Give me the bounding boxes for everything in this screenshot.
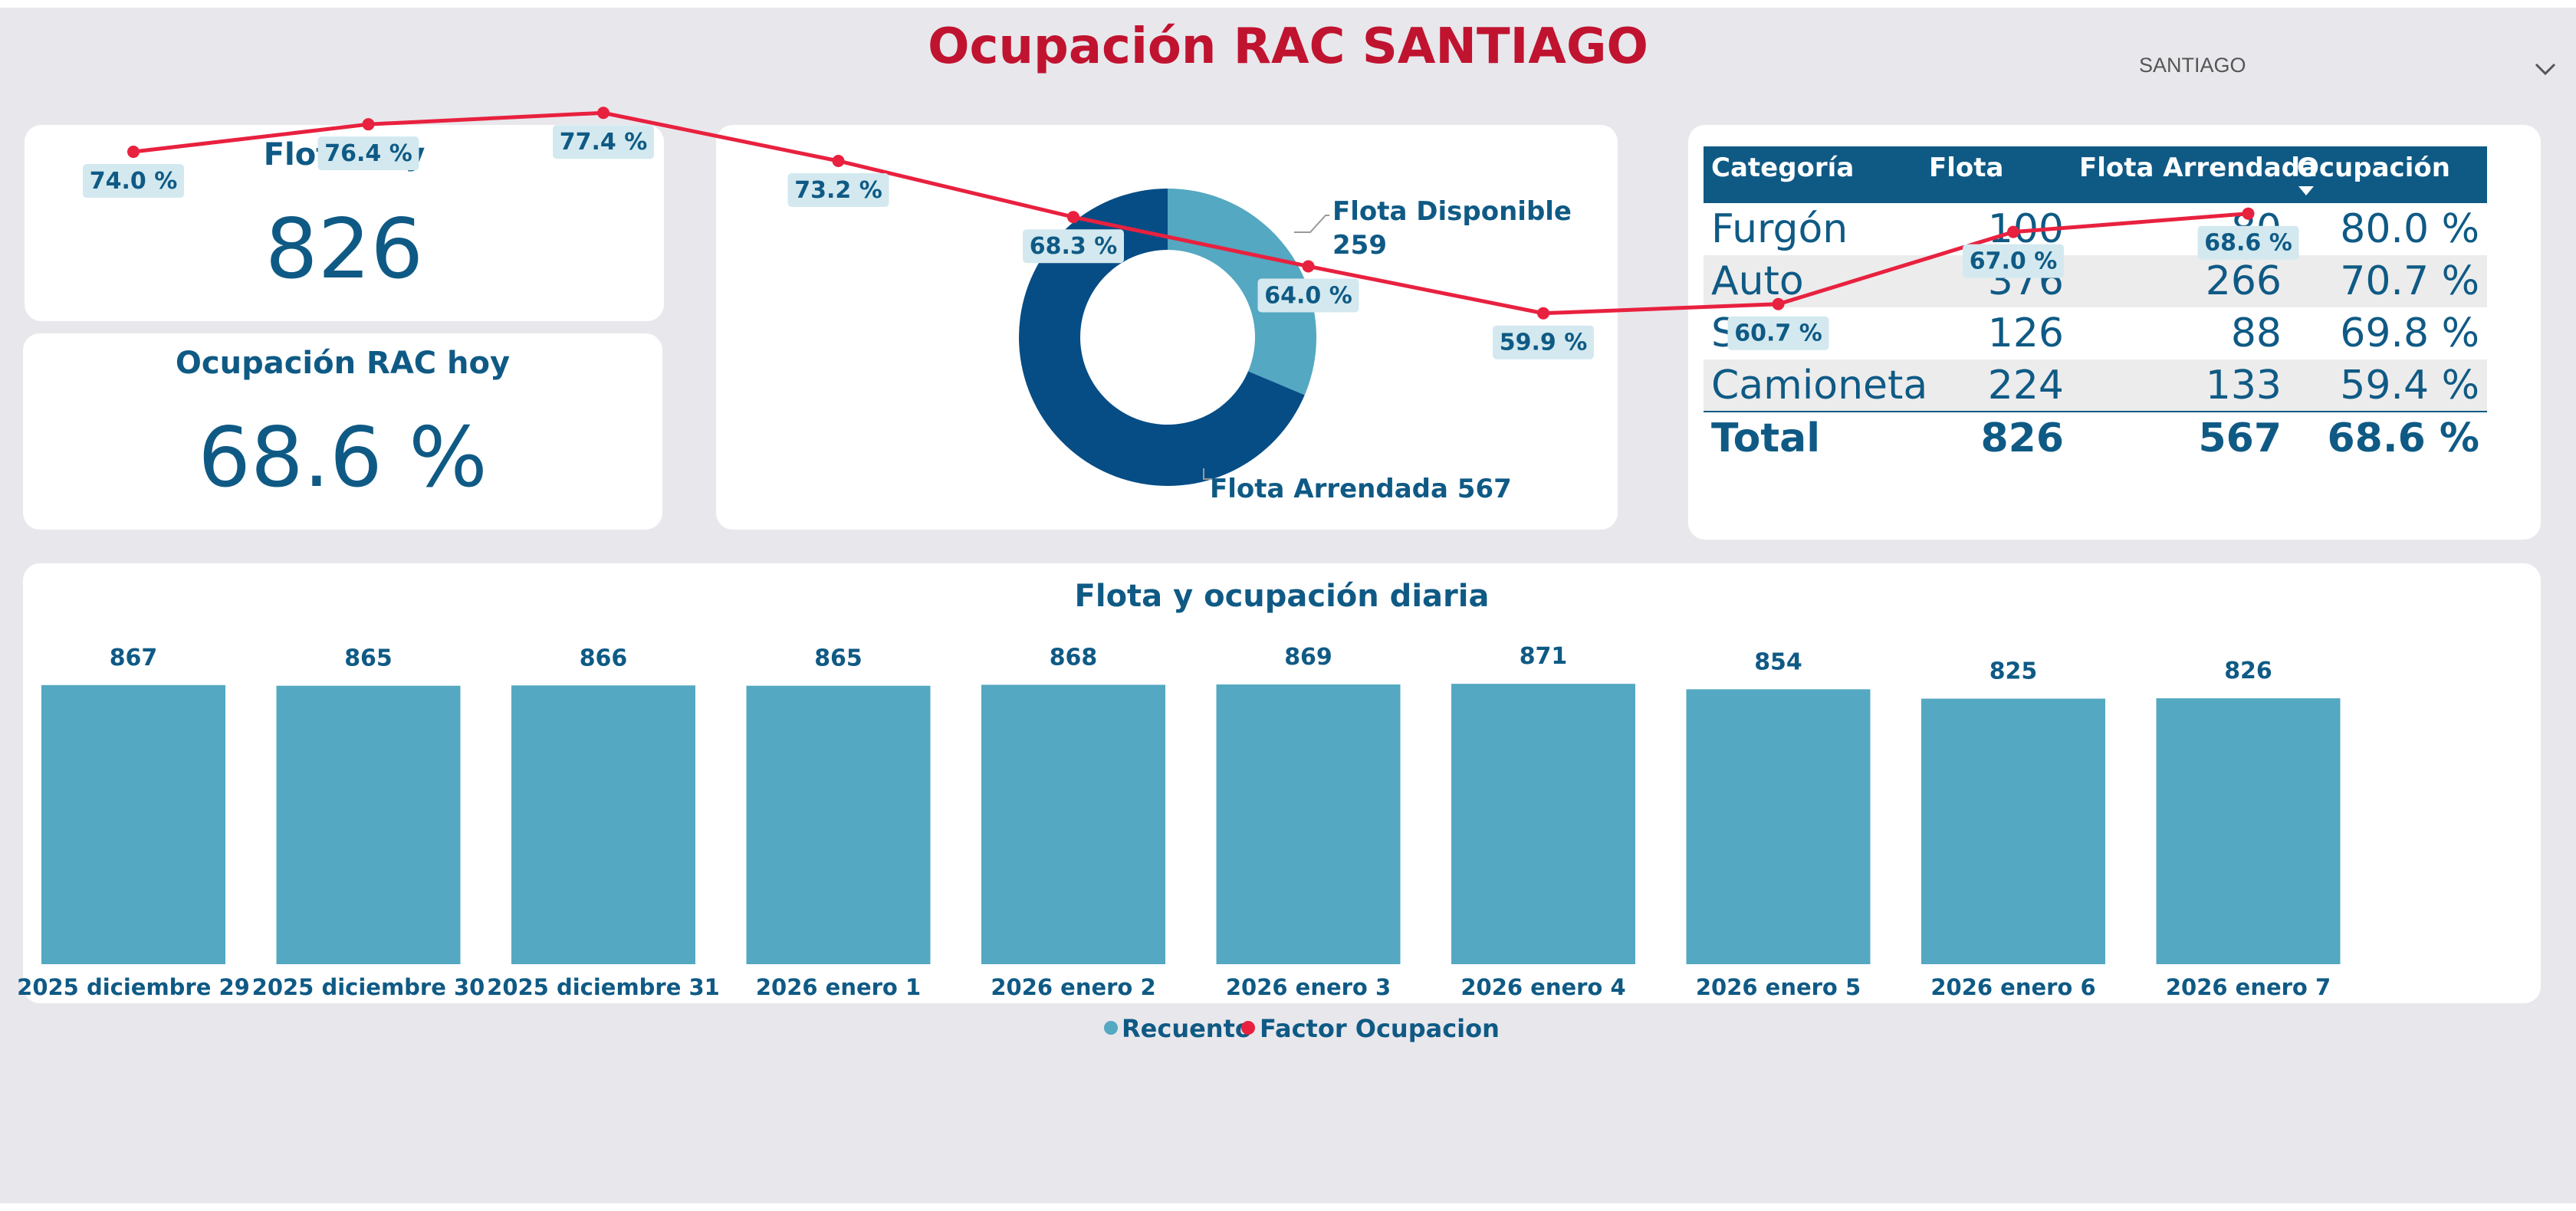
slicer-value: SANTIAGO [2139,54,2246,77]
donut-label-arrendada: Flota Arrendada 567 [1210,474,1512,504]
cell-flota: 100 [1987,206,2064,252]
cell-categoria: Furgón [1711,206,1848,252]
chevron-down-icon[interactable] [2530,54,2561,84]
donut-chart: Flota Disponible 259 Flota Arrendada 567 [1018,189,1572,504]
table-total-row: Total 826 567 68.6 % [1704,412,2487,464]
kpi-value: 826 [264,202,424,297]
cell-flota: 376 [1987,258,2064,304]
cell-categoria: SUV [1711,310,1793,356]
donut-label-disponible: Flota Disponible [1332,196,1572,227]
cell-ocupacion: 69.8 % [2340,310,2479,356]
col-header-flota-arrendada[interactable]: Flota Arrendada [2079,153,2318,183]
cell-total-ocupacion: 68.6 % [2327,415,2479,461]
cell-flota-arrendada: 80 [2230,206,2282,252]
cell-total-label: Total [1711,415,1821,461]
daily-chart-card: Flota y ocupación diaria [23,563,2541,1003]
cell-flota-arrendada: 88 [2230,310,2282,356]
cell-flota-arrendada: 266 [2205,258,2282,304]
legend-recuento-marker [1104,1021,1118,1035]
kpi-title: Flota hoy [263,137,426,172]
cell-ocupacion: 80.0 % [2340,206,2479,252]
donut-card: Flota Disponible 259 Flota Arrendada 567 [716,125,1618,530]
cell-categoria: Camioneta [1711,363,1928,409]
cell-ocupacion: 70.7 % [2340,258,2479,304]
cell-categoria: Auto [1711,258,1804,304]
col-header-flota[interactable]: Flota [1929,153,2004,183]
col-header-ocupacion[interactable]: Ocupación [2297,153,2450,183]
table-row: Auto 376 266 70.7 % [1704,255,2487,307]
page-title: Ocupación RAC SANTIAGO [928,18,1648,75]
legend-factor-marker [1241,1021,1255,1035]
kpi-card-flota-hoy: Flota hoy 826 [25,125,664,321]
donut-slice-disponible[interactable] [1168,189,1316,395]
table-row: SUV 126 88 69.8 % [1704,307,2487,359]
cell-ocupacion: 59.4 % [2340,363,2479,409]
table-header: Categoría Flota Flota Arrendada Ocupació… [1704,146,2487,203]
line-point-factor-ocupacion[interactable] [597,107,610,120]
chart-title: Flota y ocupación diaria [1074,579,1490,614]
col-header-categoria[interactable]: Categoría [1711,153,1855,183]
donut-label-disponible-value: 259 [1332,230,1387,261]
sort-descending-icon[interactable] [2297,185,2315,197]
table-row: Furgón 100 80 80.0 % [1704,203,2487,255]
legend-factor-label[interactable]: Factor Ocupacion [1260,1014,1500,1043]
cell-total-flota: 826 [1980,415,2064,461]
cell-flota: 126 [1987,310,2064,356]
location-slicer[interactable]: SANTIAGO [2139,54,2568,84]
table-row: Camioneta 224 133 59.4 % [1704,359,2487,412]
cell-total-arrendada: 567 [2198,415,2282,461]
cell-flota-arrendada: 133 [2205,363,2282,409]
kpi-card-ocupacion-hoy: Ocupación RAC hoy 68.6 % [23,333,662,530]
legend-recuento-label[interactable]: Recuento [1122,1014,1252,1043]
kpi-value: 68.6 % [198,410,488,506]
kpi-title: Ocupación RAC hoy [175,346,511,381]
report-canvas: Ocupación RAC SANTIAGO SANTIAGO Flota ho… [0,8,2576,1203]
total-divider [1704,411,2487,412]
cell-flota: 224 [1987,363,2064,409]
